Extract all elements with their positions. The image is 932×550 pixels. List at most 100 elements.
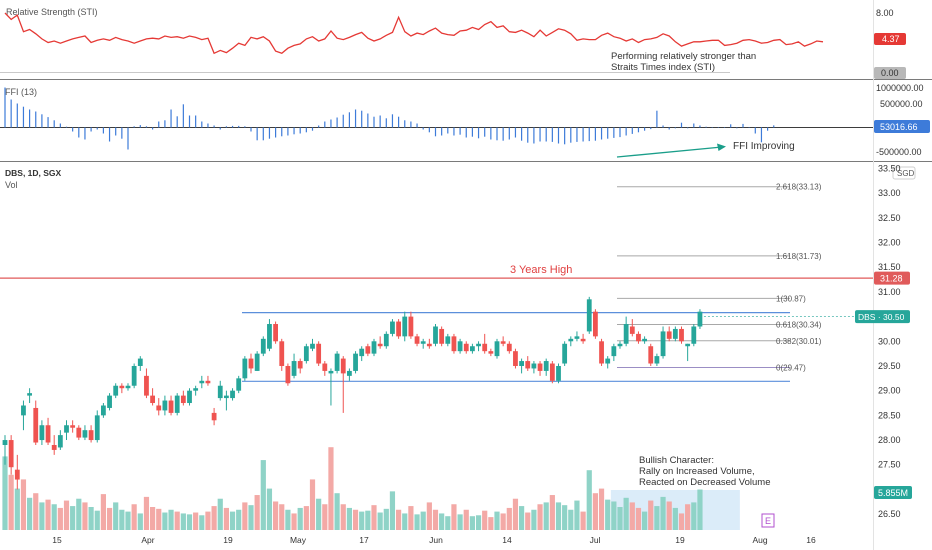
candle-body <box>340 358 346 374</box>
volume-bar <box>45 499 51 530</box>
volume-bar <box>291 513 297 530</box>
sti-zero-badge <box>874 67 906 79</box>
volume-bar <box>273 501 279 530</box>
ffi-bar <box>447 127 449 134</box>
time-axis-ticks: 15 Apr 19 May 17 Jun 14 Jul 19 Aug 16 <box>52 535 816 545</box>
volume-bar <box>334 493 340 530</box>
ffi-bar <box>428 127 430 133</box>
candle-body <box>426 343 432 347</box>
volume-bar <box>76 498 82 530</box>
ffi-bar <box>22 106 25 128</box>
volume-bar <box>506 507 512 530</box>
volume-bar <box>623 497 629 530</box>
volume-annotation-line2: Rally on Increased Volume, <box>639 466 755 477</box>
volume-bar <box>199 515 205 530</box>
ffi-bar <box>65 126 68 128</box>
candle-body <box>679 328 684 342</box>
volume-bar <box>574 500 580 530</box>
volume-bar <box>482 510 488 530</box>
candle-body <box>199 380 205 384</box>
ffi-bar <box>582 127 584 142</box>
volume-bar <box>211 506 217 530</box>
candle-body <box>33 407 39 443</box>
ffi-bar <box>96 127 98 130</box>
candle-body <box>654 356 660 364</box>
volume-bar <box>389 491 396 530</box>
volume-bar <box>309 479 316 530</box>
candle-body <box>174 395 180 413</box>
candle-body <box>494 341 500 357</box>
volume-bar <box>562 505 568 530</box>
volume-bar <box>119 509 125 530</box>
volume-bar <box>27 497 33 530</box>
volume-bar <box>519 506 525 530</box>
candle-body <box>211 412 217 421</box>
ffi-bar <box>4 87 6 128</box>
volume-bar <box>186 514 193 530</box>
ffi-bar <box>281 127 283 137</box>
candle-body <box>605 358 611 364</box>
ffi-bar <box>459 127 461 135</box>
ffi-bar <box>108 127 111 142</box>
candle-body <box>70 425 76 428</box>
volume-bar <box>549 495 555 530</box>
ffi-bar <box>318 125 320 128</box>
volume-bar <box>63 500 70 530</box>
ffi-bar <box>742 123 744 128</box>
ffi-bar <box>373 116 375 128</box>
volume-bar <box>162 512 168 530</box>
volume-bar <box>605 499 611 530</box>
candle-body <box>353 353 358 371</box>
fib-level-label: 1(30.87) <box>776 294 806 303</box>
price-axis-tick: 28.00 <box>878 435 901 445</box>
ffi-bar <box>72 127 74 132</box>
volume-bar <box>642 511 648 530</box>
candle-body <box>328 370 334 374</box>
candle-body <box>574 336 580 339</box>
volume-bar <box>396 509 402 530</box>
ffi-bar <box>244 126 246 128</box>
ffi-bar <box>576 127 578 142</box>
ffi-bar <box>250 127 252 132</box>
ffi-bar <box>668 127 670 130</box>
ffi-bar <box>484 127 486 137</box>
ffi-bar <box>748 127 750 128</box>
ffi-bar <box>631 127 633 134</box>
volume-bar <box>592 493 598 530</box>
volume-annotation-line3: Reacted on Decreased Volume <box>639 477 771 488</box>
candle-body <box>254 353 260 371</box>
volume-bar <box>352 509 359 530</box>
ffi-bar <box>213 125 215 128</box>
volume-bar <box>316 498 322 530</box>
candle-body <box>691 326 697 344</box>
candle-body <box>642 338 647 342</box>
candle-body <box>82 430 88 438</box>
volume-bar <box>543 502 549 530</box>
candle-body <box>107 395 112 408</box>
last-volume-badge <box>874 486 912 499</box>
candle-body <box>556 365 561 381</box>
candle-body <box>57 435 63 448</box>
candle-body <box>347 370 352 376</box>
candle-body <box>187 390 192 404</box>
candle-body <box>224 395 229 399</box>
price-axis-tick: 29.00 <box>878 386 901 396</box>
volume-bar <box>525 512 531 530</box>
volume-bar <box>635 507 642 530</box>
earnings-marker[interactable] <box>761 513 775 528</box>
ffi-bar <box>176 116 178 128</box>
vol-label: Vol <box>5 180 18 190</box>
volume-bar <box>408 506 414 530</box>
ffi-bar <box>404 120 406 128</box>
ffi-bar <box>195 115 197 128</box>
ffi-bar <box>238 125 240 128</box>
sti-pane: Relative Strength (STI) Performing relat… <box>0 7 906 79</box>
ffi-bar <box>496 127 498 141</box>
ffi-current-badge <box>874 120 930 133</box>
volume-bar <box>654 506 660 530</box>
candle-body <box>451 336 457 352</box>
volume-bar <box>14 488 20 530</box>
ffi-bar <box>502 127 504 141</box>
sti-axis-tick-0: 0.00 <box>881 68 899 78</box>
ffi-bar <box>625 127 627 136</box>
